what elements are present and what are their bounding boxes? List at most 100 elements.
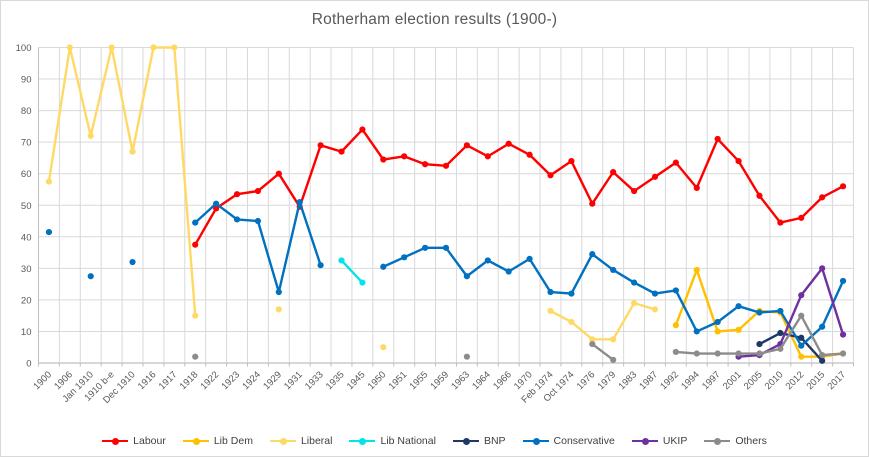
y-tick-label: 60 <box>21 169 32 180</box>
data-point <box>693 350 700 357</box>
data-point <box>798 214 805 221</box>
x-tick-label: 1917 <box>157 369 180 392</box>
legend-item-lib-national[interactable]: Lib National <box>349 435 436 447</box>
data-point <box>171 44 178 51</box>
data-point <box>839 331 847 338</box>
x-tick-label: 1935 <box>324 369 347 392</box>
y-tick-label: 40 <box>21 232 32 243</box>
data-point <box>526 255 533 262</box>
legend-marker-icon <box>704 437 731 445</box>
legend-item-labour[interactable]: Labour <box>102 435 166 447</box>
x-tick-label: 1931 <box>282 369 305 392</box>
data-point <box>651 306 659 313</box>
legend-item-others[interactable]: Others <box>704 435 767 447</box>
gridlines <box>38 47 854 364</box>
data-point <box>213 205 220 212</box>
data-point <box>233 191 241 198</box>
data-point <box>568 290 575 297</box>
x-tick-label: 1966 <box>491 369 514 392</box>
data-point <box>589 200 596 207</box>
x-tick-label: 1959 <box>428 369 451 392</box>
data-point <box>672 322 679 329</box>
axes <box>38 47 854 367</box>
data-point <box>505 268 512 275</box>
series-bnp <box>756 329 826 364</box>
y-tick-label: 20 <box>21 295 32 306</box>
legend-marker-icon <box>452 437 479 445</box>
y-tick-label: 70 <box>21 138 32 149</box>
data-point <box>129 148 136 155</box>
data-point <box>192 312 199 319</box>
data-point <box>756 340 763 348</box>
data-point <box>380 344 387 351</box>
legend-label: Liberal <box>300 435 333 447</box>
x-tick-label: 1929 <box>261 369 284 392</box>
data-point <box>798 312 805 319</box>
data-point <box>108 44 115 51</box>
legend-label: Conservative <box>553 435 615 447</box>
data-point <box>589 336 596 343</box>
data-point <box>192 241 199 248</box>
x-tick-label: 1987 <box>637 369 660 392</box>
data-point <box>275 170 282 177</box>
data-point <box>756 350 763 357</box>
data-point <box>798 353 805 360</box>
data-point <box>714 350 721 357</box>
data-point <box>526 151 533 158</box>
y-tick-label: 30 <box>21 264 32 275</box>
data-point <box>275 306 282 313</box>
data-point <box>254 187 262 195</box>
x-tick-label: 2005 <box>742 369 765 392</box>
data-point <box>380 156 387 163</box>
data-point <box>819 352 826 359</box>
legend-item-ukip[interactable]: UKIP <box>631 435 687 447</box>
data-point <box>819 194 826 201</box>
y-tick-label: 10 <box>21 327 32 338</box>
x-tick-label: 1983 <box>616 369 639 392</box>
data-point <box>610 336 617 343</box>
data-point <box>463 142 470 149</box>
series-others <box>192 312 847 363</box>
data-point <box>254 217 262 225</box>
data-point <box>547 172 554 179</box>
data-point <box>630 299 638 307</box>
data-point <box>756 309 763 316</box>
chart-legend: Labour Lib Dem Liberal Lib National BNP Conse… <box>1 435 868 447</box>
data-point <box>359 279 366 286</box>
data-point <box>714 135 721 143</box>
data-point <box>589 251 596 258</box>
legend-item-lib-dem[interactable]: Lib Dem <box>182 435 253 447</box>
legend-item-liberal[interactable]: Liberal <box>269 435 333 447</box>
data-point <box>359 126 366 133</box>
x-tick-label: 1950 <box>366 369 389 392</box>
data-point <box>275 288 282 296</box>
data-point <box>66 44 73 51</box>
data-point <box>233 216 241 223</box>
data-point <box>819 265 826 272</box>
data-point <box>610 169 617 176</box>
y-tick-label: 90 <box>21 75 32 86</box>
data-point <box>735 157 742 165</box>
data-point <box>213 200 220 207</box>
data-point <box>547 288 554 296</box>
data-point <box>819 323 826 330</box>
legend-marker-icon <box>522 437 549 445</box>
x-tick-label: 1992 <box>658 369 681 392</box>
legend-item-conservative[interactable]: Conservative <box>522 435 615 447</box>
legend-marker-icon <box>182 437 209 445</box>
legend-item-bnp[interactable]: BNP <box>452 435 506 447</box>
x-tick-label: 1922 <box>199 369 222 392</box>
y-tick-label: 50 <box>21 201 32 212</box>
data-point <box>798 342 805 349</box>
x-tick-label: 1933 <box>303 369 326 392</box>
data-point <box>630 187 638 195</box>
data-point <box>150 44 157 51</box>
data-point <box>547 307 554 315</box>
x-tick-label: 1963 <box>449 369 472 392</box>
data-point <box>798 292 805 299</box>
legend-marker-icon <box>269 437 296 445</box>
data-point <box>296 198 303 206</box>
x-tick-label: 1979 <box>596 369 619 392</box>
